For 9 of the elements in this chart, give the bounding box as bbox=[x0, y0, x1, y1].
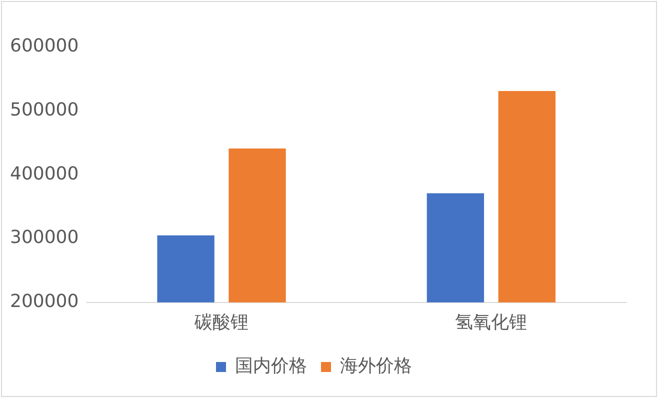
legend-label: 国内价格 bbox=[235, 356, 307, 377]
y-tick-label: 500000 bbox=[10, 100, 79, 121]
y-tick-label: 300000 bbox=[10, 227, 79, 248]
y-tick-label: 400000 bbox=[10, 163, 79, 184]
y-tick-label: 600000 bbox=[10, 36, 79, 57]
y-tick-label: 200000 bbox=[10, 291, 79, 312]
legend-label: 海外价格 bbox=[340, 356, 412, 377]
x-tick-label: 碳酸锂 bbox=[194, 312, 249, 333]
x-tick-label: 氢氧化锂 bbox=[455, 312, 528, 333]
